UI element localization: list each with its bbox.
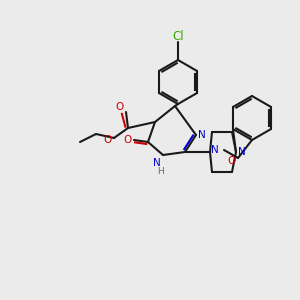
Text: N: N <box>198 130 206 140</box>
Text: Cl: Cl <box>172 29 184 43</box>
Text: N: N <box>211 145 219 155</box>
Text: O: O <box>227 156 235 166</box>
Text: H: H <box>157 167 164 176</box>
Text: O: O <box>103 135 111 145</box>
Text: O: O <box>123 135 131 145</box>
Text: N: N <box>153 158 161 168</box>
Text: O: O <box>115 102 123 112</box>
Text: N: N <box>238 147 246 157</box>
